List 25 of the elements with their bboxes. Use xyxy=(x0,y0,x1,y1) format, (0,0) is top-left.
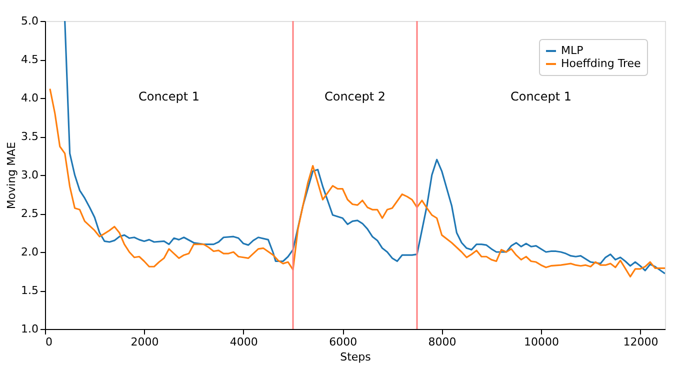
y-tick-label: 1.5 xyxy=(21,284,38,297)
x-tick-label: 8000 xyxy=(428,336,456,348)
x-tick-label: 6000 xyxy=(329,336,358,348)
x-tick-label: 10000 xyxy=(524,336,559,348)
y-tick-label: 2.5 xyxy=(21,207,38,220)
y-tick-label: 4.0 xyxy=(21,92,38,104)
y-axis-title: Moving MAE xyxy=(5,142,18,210)
annotation: Concept 2 xyxy=(324,89,386,104)
x-tick-label: 12000 xyxy=(623,336,658,348)
line-series xyxy=(64,21,665,274)
legend-label: Hoeffding Tree xyxy=(561,57,641,70)
y-tick-label: 3.0 xyxy=(21,168,38,182)
x-tick-label: 2000 xyxy=(130,336,159,348)
x-tick-label: 4000 xyxy=(230,336,258,348)
x-tick-label: 0 xyxy=(46,336,52,348)
annotation: Concept 1 xyxy=(138,89,200,104)
y-tick-label: 5.0 xyxy=(21,14,38,28)
legend-label: MLP xyxy=(561,44,584,57)
annotation: Concept 1 xyxy=(510,89,572,104)
line-series xyxy=(49,88,665,278)
y-tick-label: 2.0 xyxy=(21,246,38,258)
y-tick-label: 3.5 xyxy=(21,130,38,143)
x-axis-title: Steps xyxy=(340,350,372,364)
y-tick-label: 4.5 xyxy=(21,53,38,66)
y-tick-label: 1.0 xyxy=(21,322,38,336)
